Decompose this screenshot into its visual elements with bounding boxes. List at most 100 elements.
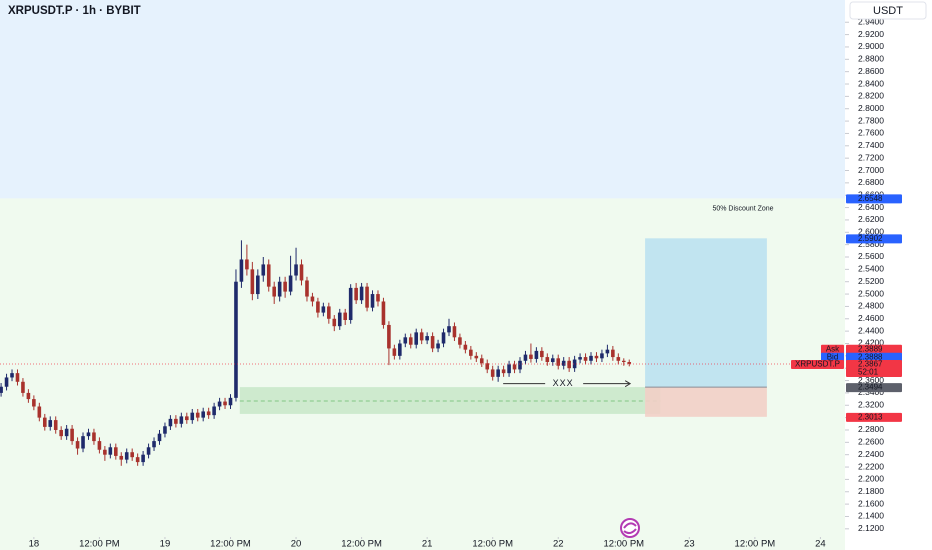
candle-body — [556, 358, 561, 366]
y-tick-label: 2.4400 — [858, 325, 884, 335]
candle-body — [310, 296, 315, 302]
y-tick-label: 2.2800 — [858, 424, 884, 434]
x-tick-label: 19 — [160, 539, 171, 550]
y-tick-label: 2.6800 — [858, 177, 884, 187]
y-tick-label: 2.5800 — [858, 239, 884, 249]
y-tick-label: 2.4200 — [858, 338, 884, 348]
candle-body — [81, 436, 85, 449]
candle-body — [97, 441, 102, 450]
x-tick-label: 20 — [291, 539, 302, 550]
candle-body — [37, 406, 42, 418]
candle-body — [228, 397, 233, 406]
candle-body — [124, 452, 129, 460]
y-tick-label: 2.1200 — [858, 523, 884, 533]
y-tick-label: 2.8000 — [858, 103, 884, 113]
price-tag: Ask — [826, 344, 840, 353]
logo — [620, 518, 640, 538]
y-tick-label: 2.4600 — [858, 313, 884, 323]
candle-body — [365, 286, 369, 308]
candle-body — [288, 275, 293, 292]
candle-body — [75, 441, 80, 449]
candle-body — [316, 301, 320, 313]
candle-body — [32, 399, 36, 407]
candle-body — [113, 447, 118, 456]
discount-zone-label: 50% Discount Zone — [712, 205, 773, 212]
candle-body — [354, 287, 358, 301]
candle-body — [332, 318, 337, 327]
candle-body — [621, 360, 626, 363]
candle-body — [627, 362, 632, 364]
y-tick-label: 2.5000 — [858, 288, 884, 298]
price-tag-box — [791, 360, 844, 370]
candle-body — [605, 349, 610, 354]
y-tick-label: 2.5600 — [858, 251, 884, 261]
candle-body — [381, 301, 386, 325]
y-tick-label: 2.2000 — [858, 474, 884, 484]
price-label: 2.3889 — [858, 344, 883, 353]
candle-body — [507, 364, 511, 374]
candle-body — [119, 455, 124, 460]
candle-body — [600, 353, 604, 359]
candle-body — [305, 280, 309, 297]
candle-body — [534, 350, 539, 359]
y-tick-label: 2.8600 — [858, 66, 884, 76]
overlays: XXX — [0, 363, 845, 388]
candle-body — [283, 281, 287, 292]
candle-body — [616, 357, 621, 361]
y-tick-label: 2.8400 — [858, 78, 884, 88]
y-tick-label: 2.1600 — [858, 498, 884, 508]
price-tag: Bid — [827, 352, 839, 361]
candle-body — [419, 332, 424, 341]
arrow-head — [624, 380, 632, 388]
candle-body — [217, 401, 222, 407]
candle-body — [86, 432, 91, 437]
premium-zone — [0, 0, 845, 199]
candle-body — [501, 369, 506, 374]
candle-body — [376, 294, 380, 302]
candle-body — [201, 411, 205, 418]
candle-body — [567, 360, 571, 369]
candle-body — [321, 306, 326, 313]
candle-body — [578, 357, 582, 360]
price-label: 2.3494 — [858, 383, 883, 392]
candle-body — [294, 264, 298, 276]
candle-body — [157, 433, 162, 442]
candle-body — [430, 336, 435, 349]
y-tick-label: 2.7600 — [858, 128, 884, 138]
x-tick-label: 18 — [29, 539, 40, 550]
y-tick-label: 2.6400 — [858, 202, 884, 212]
x-tick-label: 21 — [422, 539, 433, 550]
candle-body — [299, 264, 304, 281]
price-axis-bg — [845, 0, 932, 550]
annotation: XXX — [553, 378, 574, 388]
candle-body — [447, 326, 451, 333]
candle-body — [0, 386, 3, 393]
y-tick-label: 2.9200 — [858, 29, 884, 39]
candle-body — [70, 428, 74, 442]
candle-body — [436, 343, 440, 349]
candle-body — [387, 324, 391, 349]
candle-body — [343, 312, 348, 321]
x-tick-label: 23 — [684, 539, 695, 550]
y-tick-label: 2.3400 — [858, 387, 884, 397]
currency-box[interactable] — [849, 1, 927, 20]
candle-body — [179, 416, 184, 424]
candle-body — [239, 259, 244, 282]
candle-body — [4, 377, 9, 387]
candle-body — [408, 337, 413, 345]
candle-body — [92, 432, 96, 442]
candle-body — [261, 264, 266, 276]
candle-body — [392, 348, 397, 356]
candle-body — [168, 418, 173, 427]
candle-body — [490, 369, 495, 377]
candle-body — [108, 447, 113, 455]
candle-body — [512, 364, 517, 370]
price-label-box — [846, 383, 902, 393]
candle-body — [212, 406, 216, 416]
candle-body — [256, 275, 260, 295]
price-axis: 2.1200 2.1400 2.1600 2.1800 2.2000 2.2200 2.24… — [29, 16, 902, 550]
candle-body — [42, 417, 47, 427]
price-label: 2.3013 — [858, 412, 883, 421]
y-tick-label: 2.1800 — [858, 486, 884, 496]
